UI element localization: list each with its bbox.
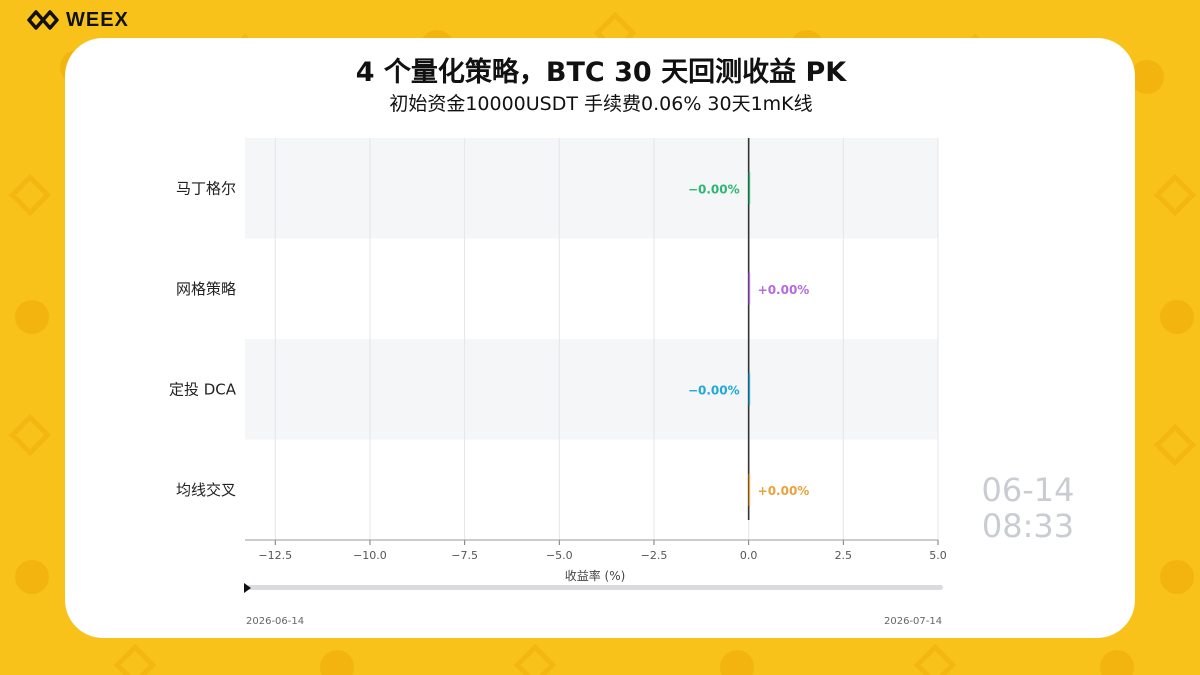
x-tick-label: 2.5 [835,549,853,562]
chart-subtitle: 初始资金10000USDT 手续费0.06% 30天1mK线 [389,93,813,115]
timeline-play-marker[interactable] [244,583,251,593]
category-label: 均线交叉 [176,481,236,499]
value-label: +0.00% [758,484,810,498]
row-band [245,138,938,239]
chart-title: 4 个量化策略，BTC 30 天回测收益 PK [355,57,847,88]
x-tick-label: −5.0 [546,549,573,562]
category-label: 马丁格尔 [176,179,236,197]
background-decoration [720,650,754,675]
weex-logo-icon [26,9,60,31]
background-decoration [1160,560,1194,594]
background-decoration [15,560,49,594]
background-decoration [1160,300,1194,334]
x-tick-label: −10.0 [353,549,387,562]
timestamp-watermark: 06-14 08:33 [958,472,1098,544]
x-tick-label: −12.5 [258,549,292,562]
x-tick-label: 5.0 [929,549,947,562]
x-tick-label: −2.5 [641,549,668,562]
bar [748,373,751,406]
row-band [245,439,938,540]
brand-name: WEEX [66,8,129,31]
timeline-end-date: 2026-07-14 [884,616,943,627]
title-block: 4 个量化策略，BTC 30 天回测收益 PK 初始资金10000USDT 手续… [348,56,854,120]
stamp-date: 06-14 [981,471,1075,509]
value-label: +0.00% [758,283,810,297]
timeline-track[interactable] [246,585,943,590]
stamp-time: 08:33 [981,507,1075,545]
value-label: −0.00% [688,182,740,196]
row-band [245,238,938,339]
category-label: 定投 DCA [169,380,237,398]
x-axis-label: 收益率 (%) [565,568,626,583]
background-decoration [1130,60,1164,94]
x-tick-label: −7.5 [451,549,478,562]
x-tick-label: 0.0 [740,549,758,562]
bar [748,172,751,205]
bar [748,473,751,506]
background-decoration [320,650,354,675]
row-band [245,339,938,440]
brand-logo: WEEX [26,6,129,34]
background-decoration [15,300,49,334]
category-label: 网格策略 [176,280,236,298]
bar [748,272,751,305]
background-decoration [1100,650,1134,675]
timeline-start-date: 2026-06-14 [246,616,305,627]
value-label: −0.00% [688,383,740,397]
